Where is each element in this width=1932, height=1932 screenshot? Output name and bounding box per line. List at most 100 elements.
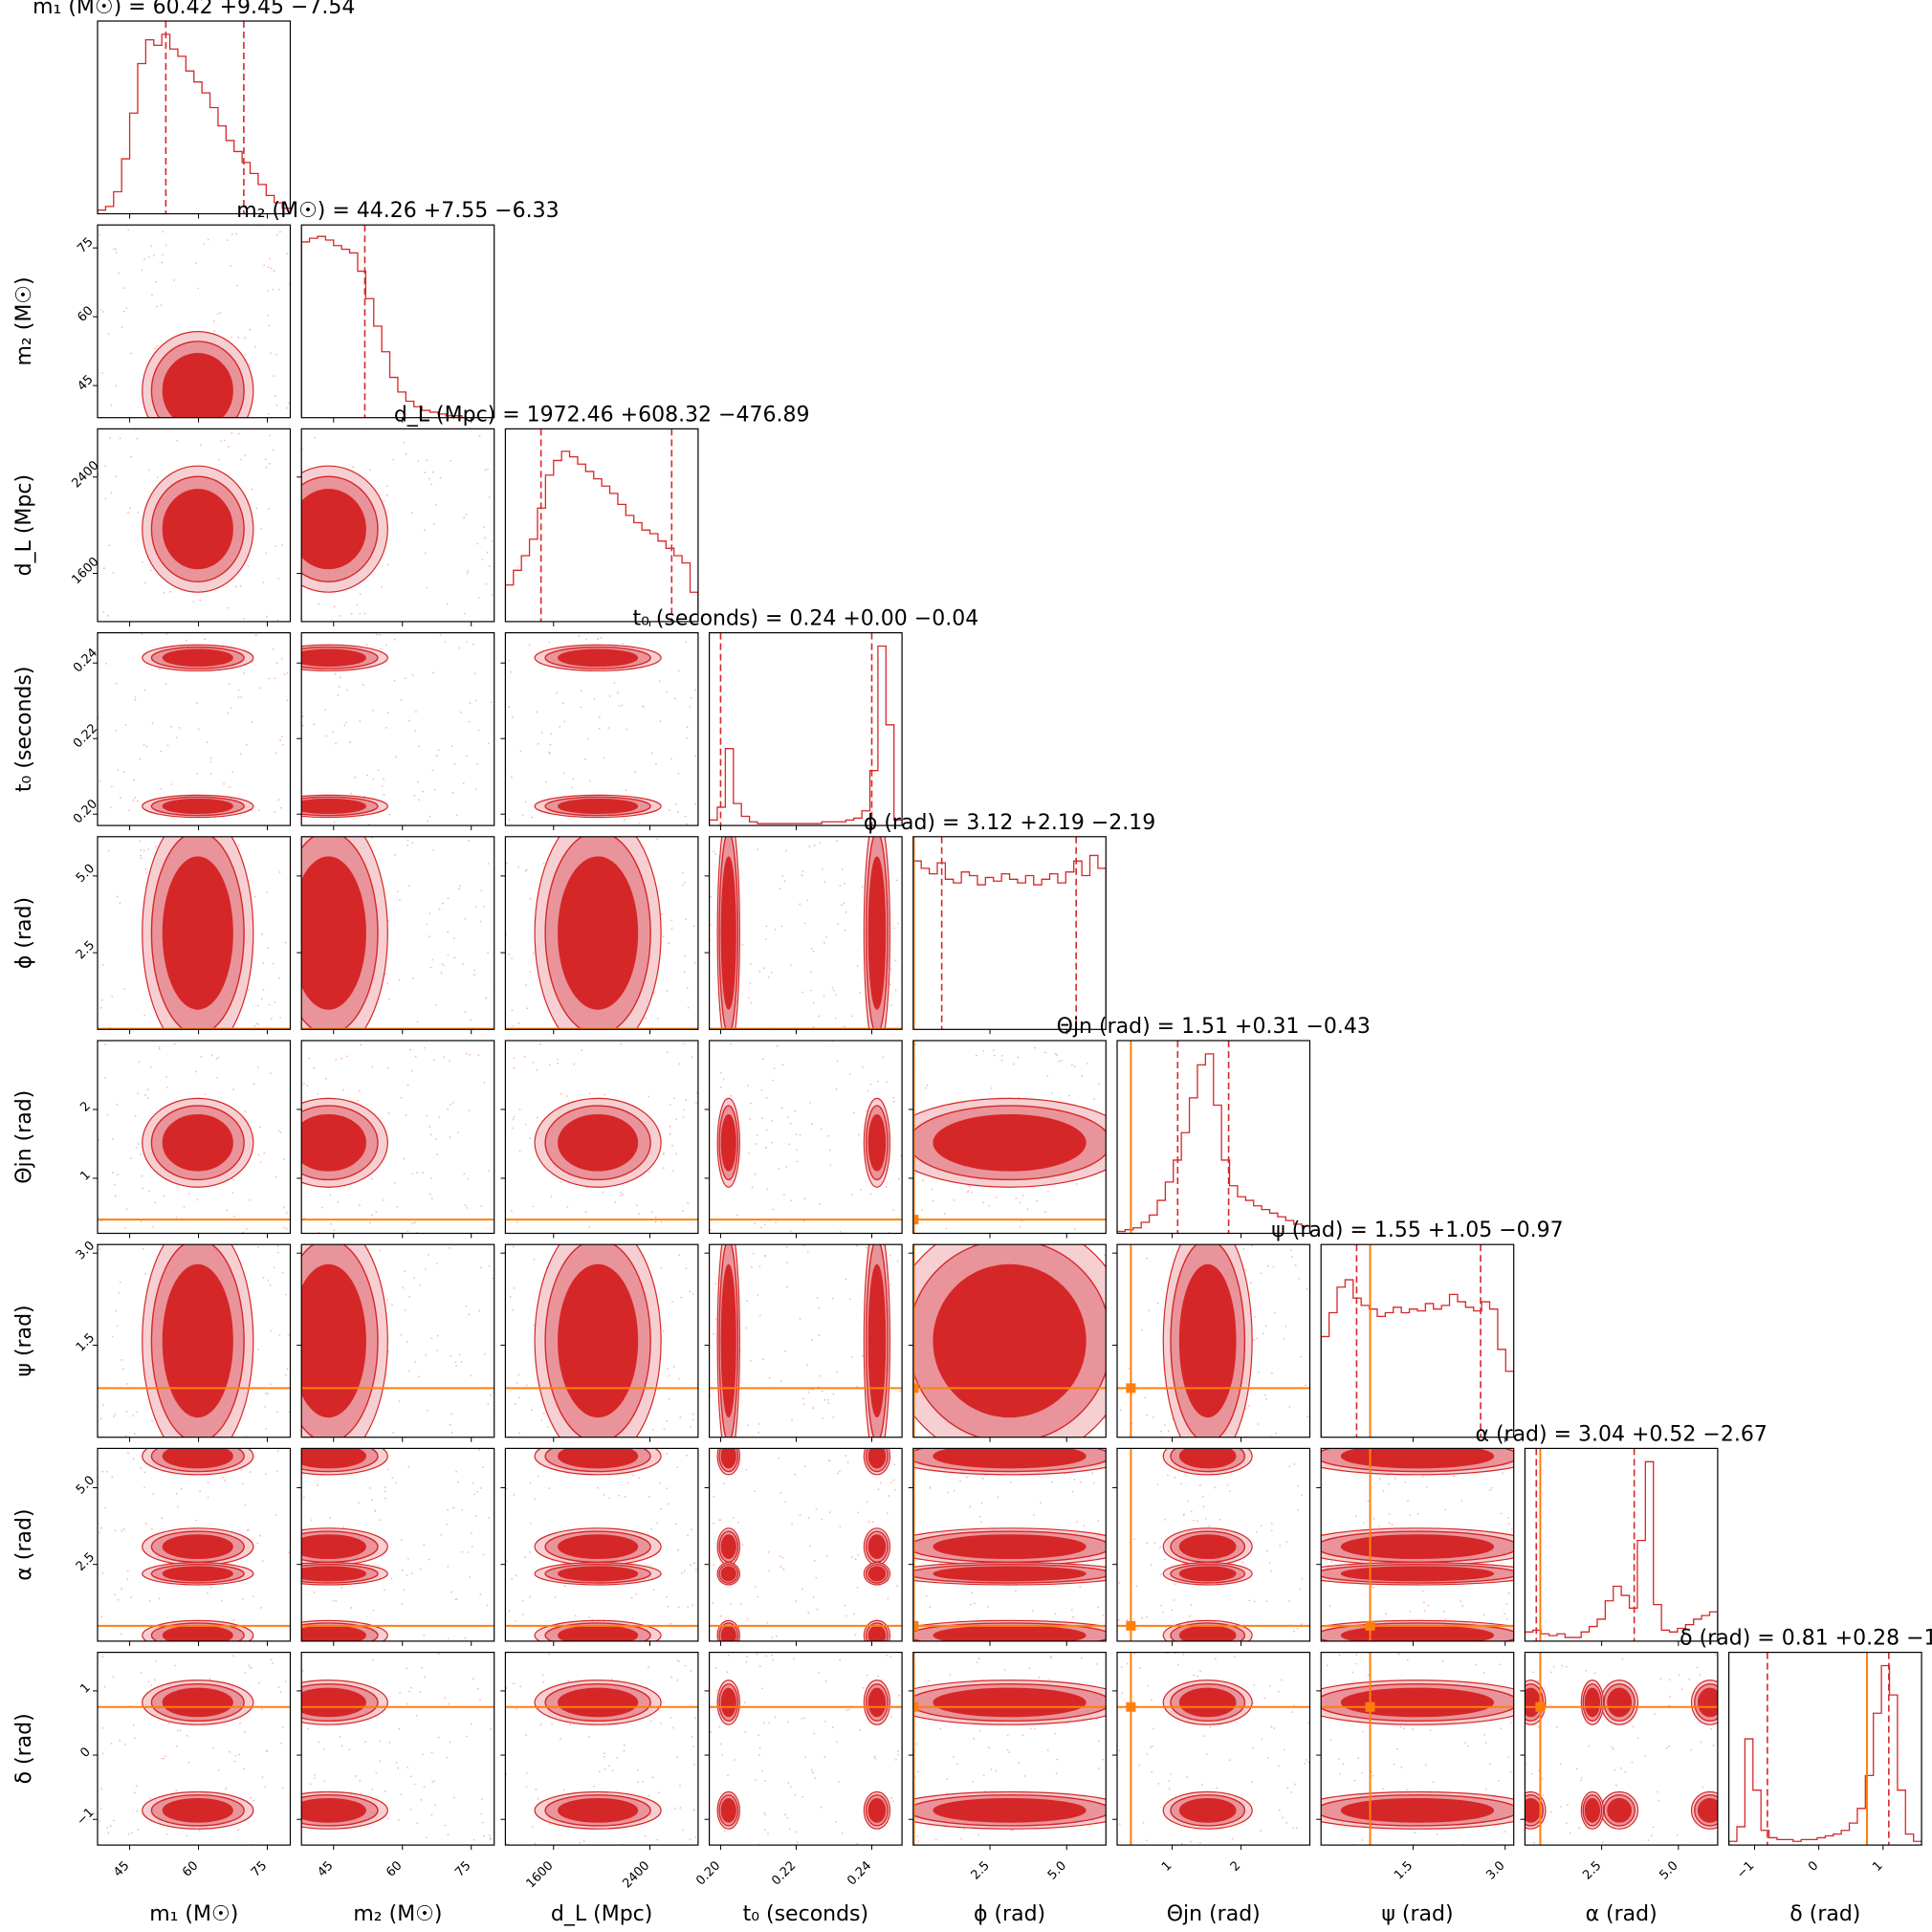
xtick-label-m2-1: 60 bbox=[384, 1858, 405, 1879]
histogram-dL bbox=[505, 450, 698, 622]
title-alpha: α (rad) = 3.04 +0.52 −2.67 bbox=[1475, 1422, 1767, 1446]
truth-marker-phi-theta_jn bbox=[912, 1215, 919, 1225]
truth-marker-phi-alpha bbox=[912, 1620, 919, 1631]
xtick-label-t0-2: 0.24 bbox=[845, 1858, 874, 1888]
histogram-phi bbox=[912, 854, 1107, 1030]
truth-marker-theta_jn-delta bbox=[1126, 1701, 1136, 1712]
hist-panel-m1: m₁ (M☉) = 60.42 +9.45 −7.54 bbox=[33, 0, 355, 219]
ytick-label-t0-1: 0.22 bbox=[71, 721, 100, 751]
scatter-panel-m2-vs-phi bbox=[296, 836, 495, 1035]
xtick-label-phi-0: 2.5 bbox=[969, 1858, 993, 1882]
histogram-theta_jn bbox=[1117, 1053, 1310, 1234]
hist-panel-delta: δ (rad) = 0.81 +0.28 −1.61 −1 0 1 bbox=[1680, 1627, 1932, 1882]
x-axis-label-theta_jn: Θjn (rad) bbox=[1167, 1902, 1261, 1926]
xtick-label-phi-1: 5.0 bbox=[1045, 1858, 1069, 1882]
ytick-label-m2-1: 60 bbox=[75, 304, 96, 325]
xtick-label-delta-0: −1 bbox=[1734, 1858, 1757, 1881]
scatter-panel-phi-vs-theta_jn bbox=[908, 1040, 1107, 1239]
scatter-panel-m1-vs-m2: 45 60 75 bbox=[75, 224, 292, 423]
scatter-panel-t0-vs-theta_jn bbox=[704, 1040, 903, 1239]
ytick-label-psi-1: 3.0 bbox=[74, 1239, 98, 1262]
ytick-label-t0-0: 0.20 bbox=[71, 797, 100, 826]
histogram-delta bbox=[1728, 1664, 1922, 1846]
xtick-label-t0-1: 0.22 bbox=[769, 1858, 799, 1888]
scatter-panel-theta_jn-vs-psi bbox=[1112, 1243, 1311, 1442]
title-m1: m₁ (M☉) = 60.42 +9.45 −7.54 bbox=[33, 0, 355, 19]
y-axis-label-phi: ϕ (rad) bbox=[12, 897, 36, 969]
y-axis-label-t0: t₀ (seconds) bbox=[12, 667, 36, 793]
hist-panel-dL: d_L (Mpc) = 1972.46 +608.32 −476.89 bbox=[394, 403, 809, 626]
scatter-panel-t0-vs-psi bbox=[704, 1243, 903, 1442]
xtick-label-m1-2: 75 bbox=[249, 1858, 270, 1879]
histogram-psi bbox=[1321, 1279, 1514, 1438]
scatter-panel-m1-vs-psi: 1.5 3.0 bbox=[74, 1239, 292, 1442]
x-axis-label-phi: ϕ (rad) bbox=[974, 1902, 1045, 1926]
scatter-panel-t0-vs-phi bbox=[704, 836, 903, 1035]
y-axis-label-alpha: α (rad) bbox=[12, 1509, 36, 1581]
xtick-label-delta-1: 0 bbox=[1806, 1858, 1821, 1874]
scatter-panel-m1-vs-theta_jn: 12 bbox=[77, 1040, 292, 1239]
scatter-panel-m2-vs-theta_jn bbox=[296, 1040, 495, 1239]
ytick-label-alpha-1: 5.0 bbox=[74, 1473, 98, 1497]
scatter-panel-m1-vs-delta: 45 60 75 −1 0 1 bbox=[74, 1651, 292, 1880]
scatter-panel-dL-vs-psi bbox=[500, 1243, 699, 1442]
histogram-m2 bbox=[301, 235, 494, 418]
y-axis-label-psi: ψ (rad) bbox=[12, 1305, 36, 1376]
ytick-label-delta-0: −1 bbox=[74, 1806, 97, 1829]
scatter-panel-psi-vs-delta: 1.5 3.0 bbox=[1316, 1651, 1515, 1883]
truth-marker-theta_jn-alpha bbox=[1126, 1620, 1136, 1631]
x-axis-label-dL: d_L (Mpc) bbox=[551, 1902, 652, 1926]
hist-panel-t0: t₀ (seconds) = 0.24 +0.00 −0.04 bbox=[632, 607, 978, 831]
title-psi: ψ (rad) = 1.55 +1.05 −0.97 bbox=[1271, 1218, 1563, 1242]
xtick-label-psi-0: 1.5 bbox=[1392, 1858, 1416, 1882]
ytick-label-t0-2: 0.24 bbox=[71, 646, 100, 675]
truth-marker-psi-delta bbox=[1365, 1701, 1375, 1712]
ytick-label-theta_jn-1: 2 bbox=[77, 1099, 93, 1114]
title-phi: ϕ (rad) = 3.12 +2.19 −2.19 bbox=[864, 811, 1155, 835]
xtick-label-t0-0: 0.20 bbox=[693, 1858, 723, 1888]
xtick-label-m1-0: 45 bbox=[111, 1858, 132, 1879]
x-axis-label-m1: m₁ (M☉) bbox=[149, 1902, 238, 1926]
ytick-label-psi-0: 1.5 bbox=[74, 1330, 98, 1354]
ytick-label-alpha-0: 2.5 bbox=[74, 1550, 98, 1574]
xtick-label-m1-1: 60 bbox=[180, 1858, 201, 1879]
hist-panel-alpha: α (rad) = 3.04 +0.52 −2.67 bbox=[1475, 1422, 1767, 1646]
ytick-label-theta_jn-0: 1 bbox=[77, 1168, 93, 1183]
x-axis-label-delta: δ (rad) bbox=[1789, 1902, 1860, 1926]
scatter-panel-theta_jn-vs-alpha bbox=[1112, 1447, 1311, 1646]
xtick-label-delta-2: 1 bbox=[1870, 1858, 1885, 1874]
truth-marker-phi-psi bbox=[912, 1383, 919, 1394]
scatter-panel-m2-vs-alpha bbox=[296, 1447, 495, 1646]
x-axis-label-psi: ψ (rad) bbox=[1381, 1902, 1453, 1926]
scatter-panel-m1-vs-t0: 0.20 0.22 0.24 bbox=[71, 631, 292, 831]
scatter-panel-m2-vs-t0 bbox=[296, 631, 495, 831]
ytick-label-phi-0: 2.5 bbox=[74, 938, 98, 962]
ytick-label-delta-2: 1 bbox=[77, 1680, 93, 1696]
ytick-label-delta-1: 0 bbox=[77, 1745, 93, 1760]
scatter-panel-m2-vs-dL bbox=[296, 428, 495, 626]
histogram-t0 bbox=[709, 645, 903, 826]
x-axis-label-alpha: α (rad) bbox=[1586, 1902, 1658, 1926]
xtick-label-alpha-0: 2.5 bbox=[1580, 1858, 1604, 1882]
truth-marker-phi-delta bbox=[912, 1701, 919, 1712]
title-delta: δ (rad) = 0.81 +0.28 −1.61 bbox=[1680, 1627, 1932, 1651]
x-axis-label-m2: m₂ (M☉) bbox=[353, 1902, 442, 1926]
scatter-panel-phi-vs-psi bbox=[908, 1243, 1107, 1442]
truth-marker-psi-alpha bbox=[1365, 1620, 1375, 1631]
scatter-panel-m1-vs-alpha: 2.5 5.0 bbox=[74, 1447, 292, 1646]
title-m2: m₂ (M☉) = 44.26 +7.55 −6.33 bbox=[236, 199, 559, 223]
hist-panel-psi: ψ (rad) = 1.55 +1.05 −0.97 bbox=[1271, 1218, 1564, 1442]
xtick-label-psi-1: 3.0 bbox=[1483, 1858, 1507, 1882]
title-t0: t₀ (seconds) = 0.24 +0.00 −0.04 bbox=[632, 607, 978, 631]
scatter-panel-phi-vs-delta: 2.5 5.0 bbox=[908, 1651, 1107, 1883]
y-axis-label-m2: m₂ (M☉) bbox=[12, 276, 36, 365]
truth-marker-alpha-delta bbox=[1535, 1701, 1546, 1712]
y-axis-label-dL: d_L (Mpc) bbox=[12, 474, 36, 576]
hist-panel-m2: m₂ (M☉) = 44.26 +7.55 −6.33 bbox=[236, 199, 560, 423]
xtick-label-m2-2: 75 bbox=[452, 1858, 473, 1879]
scatter-panel-m1-vs-phi: 2.5 5.0 bbox=[74, 836, 292, 1035]
scatter-panel-alpha-vs-delta: 2.5 5.0 bbox=[1520, 1651, 1719, 1883]
